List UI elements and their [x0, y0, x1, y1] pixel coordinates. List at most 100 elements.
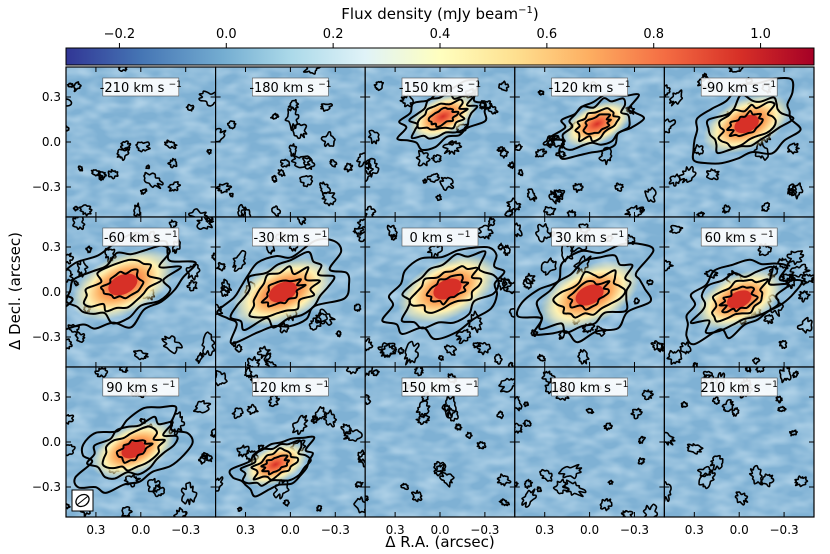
- noise-contour: [422, 178, 428, 184]
- x-axis-label: Δ R.A. (arcsec): [385, 533, 495, 551]
- noise-contour: [664, 259, 674, 272]
- emission-contour: [86, 415, 179, 480]
- noise-contour: [442, 404, 451, 413]
- noise-contour: [279, 158, 291, 168]
- noise-contour: [135, 141, 151, 153]
- noise-contour: [514, 222, 523, 238]
- noise-contour: [256, 345, 271, 360]
- noise-contour: [455, 328, 472, 345]
- noise-contour: [167, 157, 178, 169]
- noise-contour: [415, 414, 431, 426]
- channel-panel: -120 km s −1: [514, 66, 665, 218]
- noise-contour: [439, 470, 455, 488]
- channel-panel: 90 km s −1 0.3 0.0 −0.3 0.3 0.0 −0.3: [32, 366, 217, 537]
- emission-contour: [717, 101, 777, 149]
- noise-contour: [185, 103, 195, 112]
- noise-contour: [789, 263, 811, 278]
- noise-contour: [198, 90, 216, 107]
- emission-contour: [427, 106, 460, 128]
- noise-contour: [299, 174, 314, 188]
- emission-peak: [726, 290, 752, 309]
- noise-contour: [161, 335, 183, 355]
- noise-contour: [282, 499, 290, 507]
- noise-contour: [66, 98, 73, 107]
- velocity-label: -30 km s −1: [252, 227, 329, 247]
- x-tick-label: 0.0: [580, 523, 599, 537]
- emission-contour: [229, 250, 336, 331]
- noise-contour: [496, 410, 505, 420]
- noise-contour: [446, 407, 459, 422]
- noise-contour: [760, 473, 775, 488]
- noise-contour: [797, 290, 811, 303]
- channel-panel: -180 km s −1: [215, 66, 366, 218]
- noise-contour: [788, 429, 799, 437]
- noise-contour: [775, 395, 784, 404]
- x-tick-label: −0.3: [620, 523, 649, 537]
- velocity-label: -210 km s −1: [100, 77, 182, 97]
- noise-contour: [143, 171, 164, 190]
- channel-panel: 30 km s −1: [514, 216, 665, 368]
- velocity-label: -60 km s −1: [102, 227, 180, 247]
- noise-contour: [236, 444, 250, 458]
- noise-contour: [437, 355, 444, 361]
- noise-contour: [499, 148, 510, 159]
- noise-contour: [548, 190, 561, 205]
- noise-contour: [664, 118, 677, 135]
- channel-panel: 180 km s −1 0.3 0.0 −0.3: [514, 366, 665, 537]
- noise-contour: [96, 170, 107, 180]
- noise-contour: [630, 407, 643, 420]
- noise-contour: [271, 205, 282, 217]
- colorbar-ticks: −0.2 0.0 0.2 0.4 0.6 0.8 1.0: [104, 27, 771, 48]
- velocity-label: 30 km s −1: [551, 227, 628, 247]
- panel-ticks: [215, 67, 366, 217]
- channel-panel: 120 km s −1 0.3 0.0 −0.3: [215, 366, 366, 537]
- noise-contour: [514, 422, 523, 434]
- y-axis-label: Δ Decl. (arcsec): [6, 232, 24, 350]
- noise-contour: [139, 188, 148, 195]
- noise-contour: [692, 362, 699, 367]
- channel-panel: 60 km s −1: [663, 216, 815, 368]
- noise-contour: [168, 411, 186, 436]
- noise-contour: [335, 330, 342, 338]
- x-tick-label: 0.3: [535, 523, 554, 537]
- svg-text:-210 km s −1: -210 km s −1: [100, 80, 182, 96]
- noise-contour: [536, 353, 546, 362]
- noise-contour: [410, 489, 423, 503]
- noise-contour: [279, 321, 290, 334]
- noise-contour: [786, 250, 805, 266]
- velocity-label: 150 km s −1: [401, 377, 479, 397]
- velocity-label: -180 km s −1: [249, 77, 331, 97]
- emission-contour: [99, 268, 145, 300]
- emission-contour: [574, 107, 621, 143]
- noise-contour: [777, 405, 787, 413]
- noise-contour: [215, 182, 233, 194]
- velocity-label: 90 km s −1: [102, 377, 180, 397]
- noise-contour: [539, 468, 553, 482]
- noise-contour: [133, 349, 149, 361]
- noise-contour: [786, 142, 800, 155]
- noise-contour: [705, 168, 720, 181]
- noise-contour: [415, 149, 431, 167]
- noise-contour: [755, 367, 767, 373]
- noise-contour: [668, 89, 684, 107]
- noise-contour: [496, 473, 512, 487]
- noise-contour: [487, 217, 496, 227]
- x-tick-label: 0.0: [281, 523, 300, 537]
- panel-ticks: [664, 367, 814, 517]
- noise-contour: [801, 273, 815, 284]
- svg-text:60 km s −1: 60 km s −1: [705, 230, 774, 246]
- colorbar-tick-label: 0.6: [537, 27, 558, 42]
- noise-contour: [744, 367, 752, 373]
- noise-contour: [508, 307, 515, 318]
- noise-contour: [356, 152, 366, 168]
- noise-contour: [211, 252, 216, 262]
- noise-contour: [167, 180, 182, 192]
- noise-contour: [664, 84, 671, 98]
- noise-contour: [78, 204, 93, 217]
- emission-contour: [705, 93, 795, 155]
- emission-contour: [567, 280, 611, 311]
- colorbar-tick-label: 0.0: [216, 27, 237, 42]
- noise-contour: [777, 257, 791, 270]
- y-tick-label: −0.3: [32, 480, 61, 494]
- emission-region: [243, 442, 308, 487]
